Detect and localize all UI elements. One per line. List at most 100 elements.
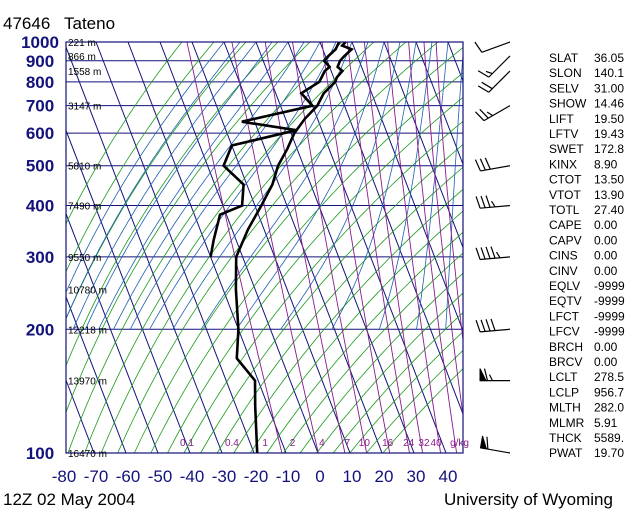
temperature-tick-label: -50 <box>148 467 173 486</box>
index-value: 282.0 <box>594 401 624 415</box>
height-label: 12218 m <box>68 325 107 336</box>
moist-adiabat-line <box>113 42 305 330</box>
index-name: THCK <box>549 431 582 445</box>
temperature-tick-label: -10 <box>276 467 301 486</box>
moist-adiabat-line <box>236 42 385 330</box>
height-label: 9550 m <box>68 253 101 264</box>
wind-barb <box>479 368 510 382</box>
index-name: CINS <box>549 249 578 263</box>
dry-adiabat-line <box>66 42 183 225</box>
index-value: 31.00 <box>594 81 624 95</box>
index-name: LFCT <box>549 309 580 323</box>
isotherm-line <box>383 42 463 249</box>
pressure-tick-label: 100 <box>26 444 54 463</box>
index-name: KINX <box>549 157 577 171</box>
index-name: LFTV <box>549 127 578 141</box>
pressure-tick-label: 200 <box>26 320 54 339</box>
dry-adiabat-line <box>299 272 463 453</box>
moist-adiabat-line <box>172 42 353 330</box>
index-name: LIFT <box>549 112 574 126</box>
index-value: 14.46 <box>594 97 624 111</box>
mixing-ratio-line <box>264 42 346 453</box>
moist-adiabat-line <box>72 42 257 330</box>
height-label: 5810 m <box>68 162 101 173</box>
index-value: 0.00 <box>594 249 618 263</box>
temperature-tick-label: 0 <box>315 467 324 486</box>
pressure-tick-label: 800 <box>26 73 54 92</box>
index-value: 13.50 <box>594 173 624 187</box>
height-label: 10780 m <box>68 285 107 296</box>
index-value: 8.90 <box>594 157 618 171</box>
index-name: EQTV <box>549 294 582 308</box>
temperature-tick-label: -30 <box>212 467 237 486</box>
dry-adiabat-line <box>67 42 343 453</box>
index-name: EQLV <box>549 279 580 293</box>
dry-adiabat-line <box>316 292 463 453</box>
height-label: 866 m <box>68 52 96 63</box>
plot-frame <box>65 41 464 454</box>
dry-adiabat-line <box>233 188 463 453</box>
index-value: 5.91 <box>594 416 618 430</box>
index-name: CAPV <box>549 233 582 247</box>
temperature-tick-label: -70 <box>84 467 109 486</box>
index-name: SLAT <box>549 51 579 65</box>
index-name: SHOW <box>549 97 587 111</box>
background-lines <box>66 42 463 453</box>
moist-adiabat-line <box>416 42 449 330</box>
temperature-tick-label: 30 <box>407 467 426 486</box>
index-name: BRCV <box>549 355 582 369</box>
index-name: TOTL <box>549 203 580 217</box>
mixing-ratio-line <box>435 42 463 345</box>
mixing-ratio-line <box>387 42 442 453</box>
index-value: 140.1 <box>594 66 624 80</box>
moist-adiabat-line <box>66 42 241 320</box>
temperature-tick-label: 10 <box>343 467 362 486</box>
moist-adiabat-line <box>85 42 273 330</box>
mixing-ratio-label: 1 <box>262 438 268 449</box>
index-value: 19.43 <box>594 127 624 141</box>
mixing-ratio-unit-label: g/kg <box>450 438 469 449</box>
mixing-ratio-label: 0.1 <box>180 438 194 449</box>
mixing-ratio-line <box>363 42 424 453</box>
index-name: LFCV <box>549 325 580 339</box>
index-value: 27.40 <box>594 203 624 217</box>
index-name: LCLT <box>549 370 578 384</box>
pressure-tick-label: 1000 <box>21 33 59 52</box>
index-name: CINV <box>549 264 578 278</box>
temperature-tick-label: -80 <box>52 467 77 486</box>
wind-barb <box>479 435 511 454</box>
mixing-ratio-label: 10 <box>359 438 371 449</box>
isotherm-line <box>66 295 127 453</box>
isotherm-line <box>66 129 191 453</box>
index-name: CAPE <box>549 218 582 232</box>
index-value: -9999 <box>594 309 625 323</box>
dry-adiabat-line <box>66 42 311 414</box>
isotherm-line <box>351 42 463 333</box>
moist-adiabat-line <box>378 42 433 330</box>
index-value: 0.00 <box>594 264 618 278</box>
moist-adiabat-line <box>280 42 401 330</box>
index-value: -9999 <box>594 279 625 293</box>
mixing-ratio-line <box>292 42 368 453</box>
mixing-ratio-label: 24 <box>403 438 415 449</box>
dry-adiabat-line <box>167 96 463 453</box>
dry-adiabat-line <box>249 210 463 453</box>
isotherm-line <box>66 378 95 453</box>
isotherm-line <box>95 42 255 453</box>
station-name: Tateno <box>64 14 115 33</box>
dry-adiabat-line <box>183 120 463 453</box>
mixing-ratio-label: 32 <box>418 438 430 449</box>
dry-adiabat-line <box>100 42 407 453</box>
pressure-tick-label: 400 <box>26 197 54 216</box>
wind-barb <box>474 105 511 122</box>
index-value: 956.7 <box>594 385 624 399</box>
height-label: 221 m <box>68 38 96 49</box>
wind-barb <box>475 246 511 261</box>
dewpoint-profile <box>209 42 341 258</box>
isotherm-line <box>255 42 415 453</box>
index-value: 278.5 <box>594 370 624 384</box>
temperature-tick-label: 20 <box>375 467 394 486</box>
wind-barb <box>477 55 511 78</box>
isotherm-line <box>415 42 463 166</box>
mixing-ratio-label: 2 <box>290 438 296 449</box>
